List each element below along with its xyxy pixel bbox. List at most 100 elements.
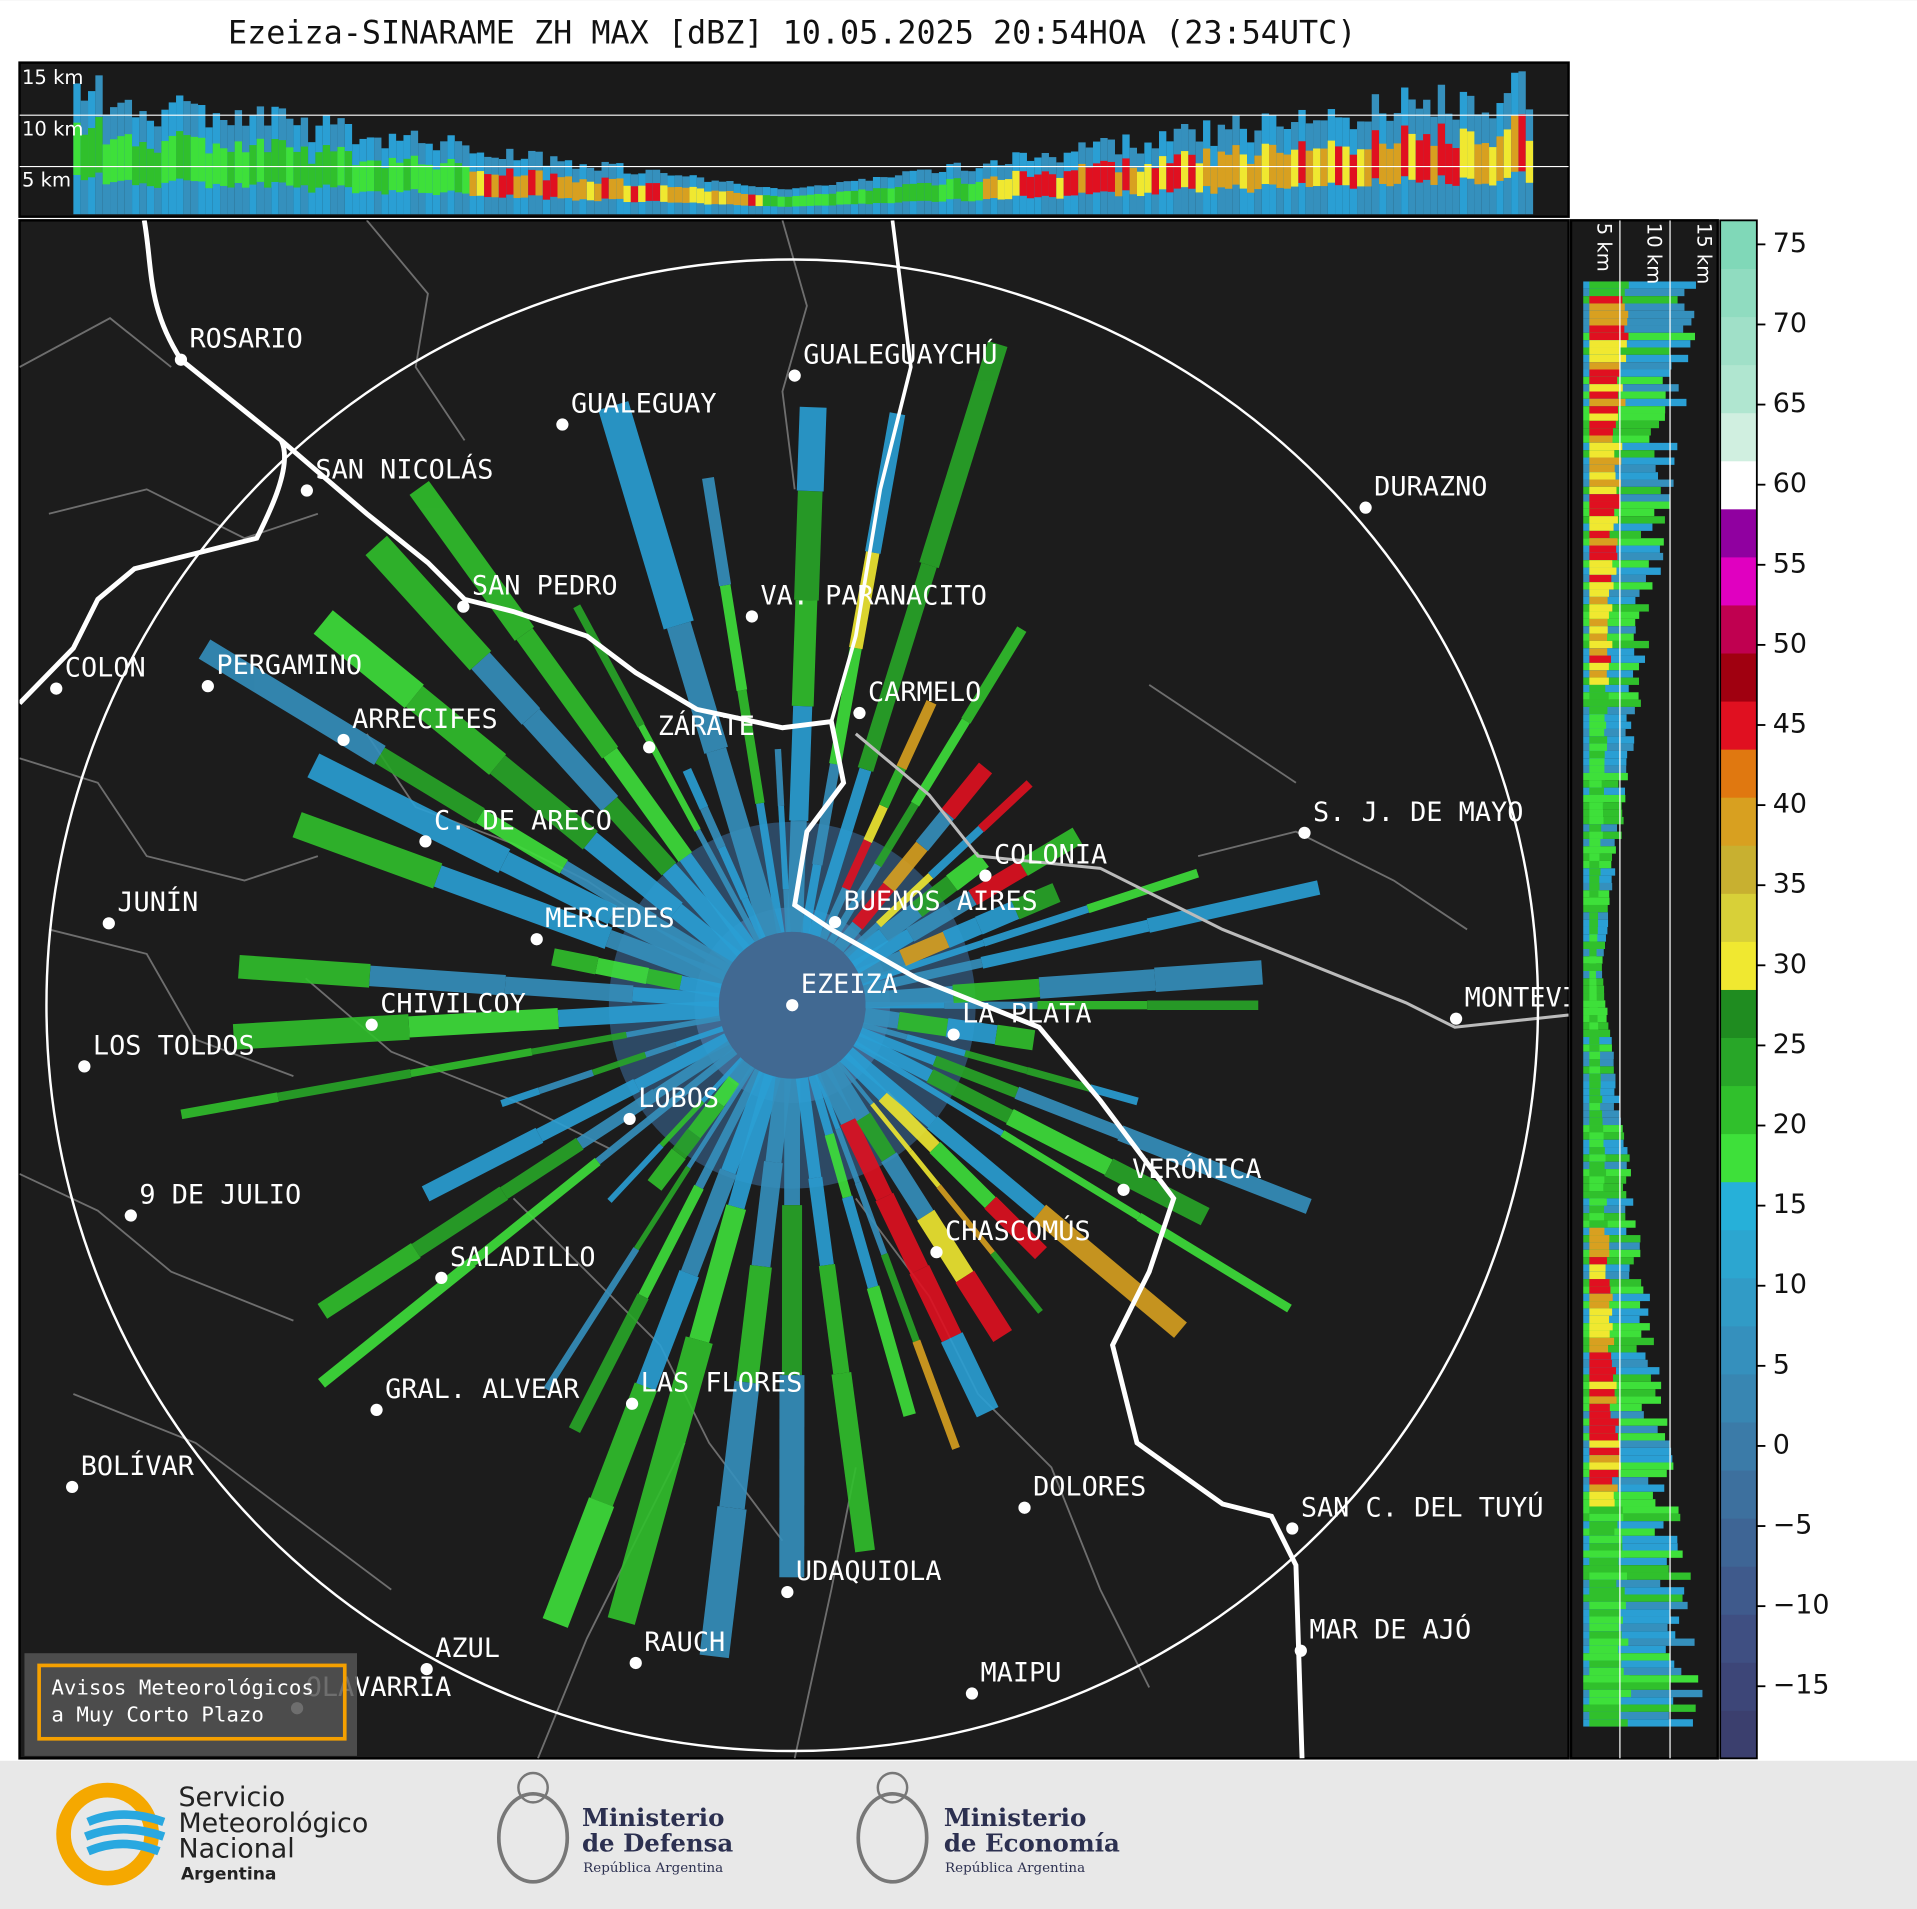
side-echo [1589,1264,1606,1272]
side-echo [1583,758,1627,766]
side-echo [1589,1557,1619,1566]
top-echo [374,160,382,192]
top-echo [1511,115,1519,172]
side-echo [1589,670,1607,678]
colorbar-band [1720,1518,1757,1567]
side-echo [1583,479,1674,487]
side-echo [1589,648,1608,656]
side-echo [1583,1359,1648,1368]
top-echo [1063,171,1071,196]
top-echo [80,134,89,181]
side-echo [1589,1455,1621,1463]
side-echo [1589,303,1625,311]
ministry-text: República Argentina [945,1861,1085,1876]
top-echo [682,187,690,203]
side-echo [1589,1440,1620,1448]
top-echo [726,190,734,205]
top-echo [1041,171,1049,196]
side-echo [1583,516,1665,524]
echo-ray [721,1071,774,1175]
top-echo [1100,160,1108,192]
echo-ray [679,975,722,998]
side-echo [1583,1381,1662,1390]
echo-ray [778,805,789,890]
city-dot [1359,501,1372,514]
side-echo [1589,890,1599,898]
top-echo [931,185,939,202]
ministry-text: Ministerio [582,1803,724,1832]
echo-ray [695,1068,763,1190]
top-echo [718,191,727,205]
top-echo [256,138,265,182]
top-echo [733,192,741,206]
echo-ray [927,1116,1045,1219]
echo-ray [602,797,677,876]
top-echo [1188,154,1196,189]
side-echo [1583,633,1634,641]
echo-ray [557,1000,720,1028]
cities: ROSARIO GUALEGUAYCHÚ GUALEGUAY SAN NICOLÁS D… [50,324,1569,1715]
top-echo [946,179,954,200]
side-echo [1589,457,1622,465]
top-echo [1107,161,1115,192]
side-echo [1589,523,1614,531]
side-echo [1583,1689,1703,1698]
side-echo [1589,1220,1608,1228]
side-echo [1583,1513,1681,1522]
city-dot [457,600,470,613]
warning-box-frame [37,1663,347,1741]
top-echo [755,195,763,207]
echo-ray [929,1141,996,1209]
side-echo [1583,552,1664,561]
colorbar-tick-label: 65 [1773,388,1807,419]
echo-ray [662,863,750,957]
side-echo [1583,1455,1673,1463]
side-echo [1583,1169,1631,1177]
side-echo [1583,721,1632,729]
top-echo [1225,154,1233,189]
side-echo [1589,677,1609,685]
ministry-text: República Argentina [583,1861,723,1876]
side-echo [1589,1015,1598,1023]
side-echo [1589,882,1600,891]
echo-ray [858,1027,937,1066]
warning-box[interactable]: Avisos Meteorológicos a Muy Corto Plazo [24,1653,357,1756]
top-echo [740,194,749,206]
echo-ray [905,1034,966,1057]
echo-ray [851,929,914,974]
echo-ray [796,406,827,492]
side-echo [1589,1066,1601,1074]
top-echo [850,190,859,205]
side-echo [1589,633,1608,641]
echo-ray [870,1102,913,1153]
side-echo [1589,611,1609,619]
side-echo [1589,1257,1608,1265]
echo-ray [831,1372,875,1553]
side-echo [1589,1022,1599,1030]
echo-ray [835,1127,861,1184]
echo-ray [751,1161,783,1268]
city-dot [530,933,543,946]
top-echo [1305,150,1314,187]
side-echo [1583,1528,1655,1536]
top-echo [366,160,375,192]
top-echo [132,146,140,186]
top-echo [784,196,793,207]
top-echo [1320,148,1328,187]
side-echo [1583,1279,1642,1287]
side-echo [1589,1477,1613,1485]
top-echo [293,151,301,188]
echo-ray [421,1127,544,1202]
side-echo [1589,450,1615,458]
city-dot [102,917,115,930]
colorbar-tick-label: 35 [1773,869,1807,900]
top-echo [1459,128,1468,178]
side-echo [1583,1609,1670,1617]
city-label: CHIVILCOY [380,989,526,1020]
top-echo [1525,140,1534,183]
echo-ray [827,863,881,945]
top-echo [748,194,756,206]
city-label: LOS TOLDOS [93,1030,255,1061]
side-echo [1589,347,1620,355]
